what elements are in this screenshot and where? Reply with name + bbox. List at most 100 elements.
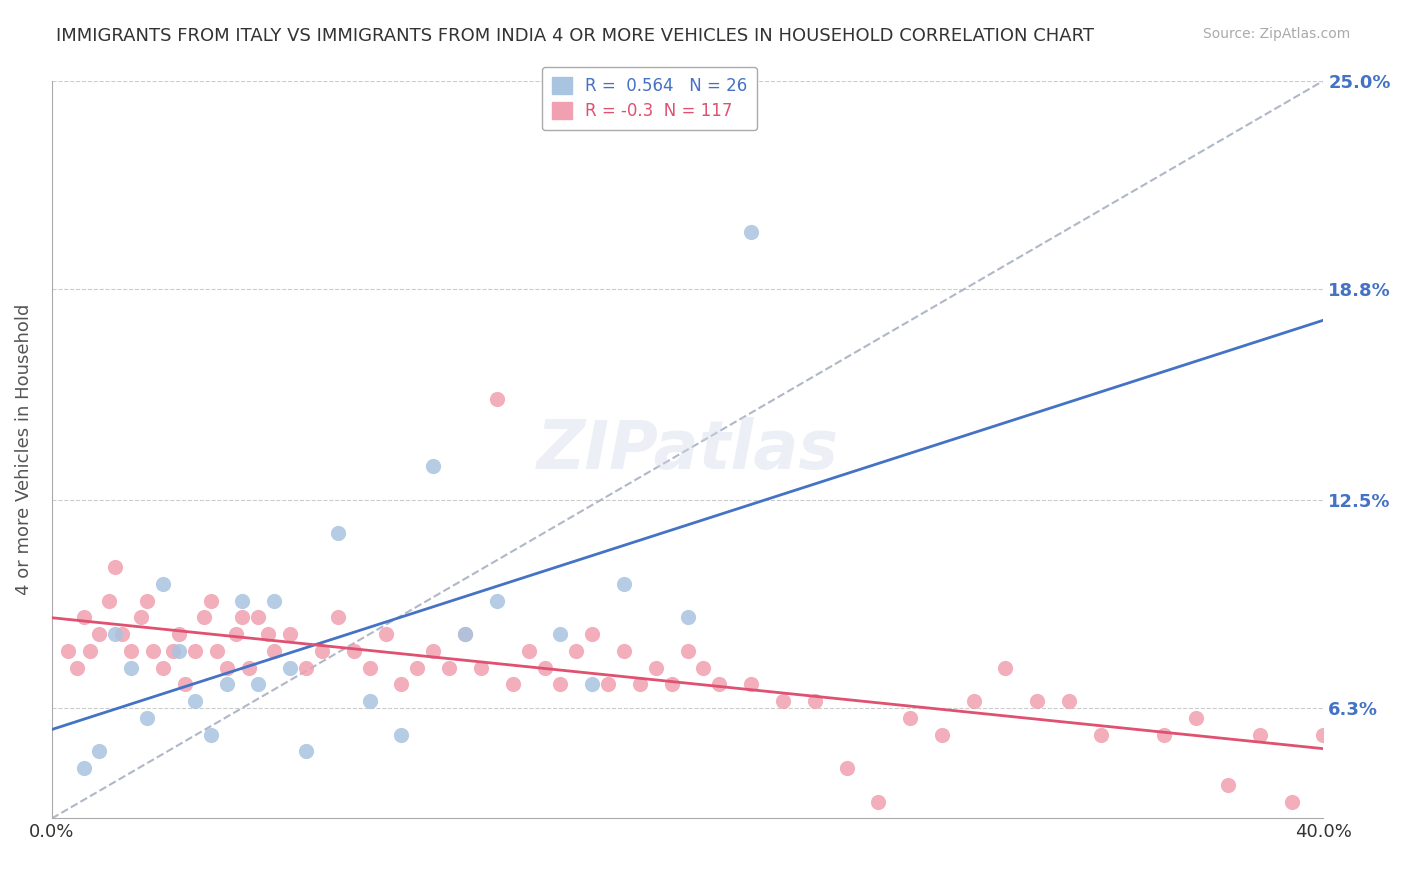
Point — [391, 677, 413, 691]
Point — [278, 660, 301, 674]
Point — [644, 660, 666, 674]
Point — [803, 694, 825, 708]
Point — [152, 660, 174, 674]
Point — [374, 627, 396, 641]
Point — [1249, 728, 1271, 742]
Point — [79, 644, 101, 658]
Point — [740, 225, 762, 239]
Point — [231, 610, 253, 624]
Point — [295, 744, 318, 758]
Point — [205, 644, 228, 658]
Text: Source: ZipAtlas.com: Source: ZipAtlas.com — [1202, 27, 1350, 41]
Point — [740, 677, 762, 691]
Point — [437, 660, 460, 674]
Point — [628, 677, 651, 691]
Point — [1281, 795, 1303, 809]
Point — [162, 644, 184, 658]
Point — [550, 677, 572, 691]
Point — [692, 660, 714, 674]
Point — [326, 526, 349, 541]
Point — [257, 627, 280, 641]
Point — [343, 644, 366, 658]
Point — [231, 593, 253, 607]
Point — [311, 644, 333, 658]
Point — [1090, 728, 1112, 742]
Point — [772, 694, 794, 708]
Point — [66, 660, 89, 674]
Point — [238, 660, 260, 674]
Point — [422, 459, 444, 474]
Point — [1026, 694, 1049, 708]
Point — [104, 560, 127, 574]
Point — [247, 610, 270, 624]
Point — [931, 728, 953, 742]
Point — [868, 795, 890, 809]
Point — [391, 728, 413, 742]
Point — [565, 644, 588, 658]
Point — [263, 644, 285, 658]
Point — [454, 627, 477, 641]
Point — [613, 644, 636, 658]
Point — [1153, 728, 1175, 742]
Point — [89, 744, 111, 758]
Point — [359, 694, 381, 708]
Point — [184, 644, 207, 658]
Point — [533, 660, 555, 674]
Text: ZIPatlas: ZIPatlas — [537, 417, 838, 483]
Point — [994, 660, 1017, 674]
Y-axis label: 4 or more Vehicles in Household: 4 or more Vehicles in Household — [15, 304, 32, 595]
Point — [72, 610, 94, 624]
Point — [193, 610, 215, 624]
Point — [581, 627, 603, 641]
Point — [835, 761, 858, 775]
Point — [709, 677, 731, 691]
Point — [136, 711, 159, 725]
Point — [517, 644, 540, 658]
Point — [152, 576, 174, 591]
Point — [167, 644, 190, 658]
Point — [1185, 711, 1208, 725]
Legend: R =  0.564   N = 26, R = -0.3  N = 117: R = 0.564 N = 26, R = -0.3 N = 117 — [541, 67, 758, 130]
Point — [129, 610, 152, 624]
Point — [184, 694, 207, 708]
Point — [1057, 694, 1080, 708]
Point — [215, 660, 238, 674]
Point — [359, 660, 381, 674]
Point — [72, 761, 94, 775]
Point — [454, 627, 477, 641]
Point — [111, 627, 134, 641]
Point — [485, 593, 508, 607]
Point — [200, 728, 222, 742]
Point — [485, 392, 508, 407]
Point — [56, 644, 79, 658]
Point — [89, 627, 111, 641]
Point — [136, 593, 159, 607]
Point — [406, 660, 429, 674]
Point — [295, 660, 318, 674]
Point — [200, 593, 222, 607]
Point — [120, 644, 142, 658]
Point — [174, 677, 197, 691]
Point — [596, 677, 619, 691]
Text: IMMIGRANTS FROM ITALY VS IMMIGRANTS FROM INDIA 4 OR MORE VEHICLES IN HOUSEHOLD C: IMMIGRANTS FROM ITALY VS IMMIGRANTS FROM… — [56, 27, 1094, 45]
Point — [247, 677, 270, 691]
Point — [167, 627, 190, 641]
Point — [1216, 778, 1239, 792]
Point — [1312, 728, 1334, 742]
Point — [676, 644, 699, 658]
Point — [502, 677, 524, 691]
Point — [278, 627, 301, 641]
Point — [676, 610, 699, 624]
Point — [963, 694, 986, 708]
Point — [98, 593, 121, 607]
Point — [581, 677, 603, 691]
Point — [422, 644, 444, 658]
Point — [661, 677, 683, 691]
Point — [898, 711, 921, 725]
Point — [104, 627, 127, 641]
Point — [263, 593, 285, 607]
Point — [142, 644, 165, 658]
Point — [225, 627, 247, 641]
Point — [613, 576, 636, 591]
Point — [470, 660, 492, 674]
